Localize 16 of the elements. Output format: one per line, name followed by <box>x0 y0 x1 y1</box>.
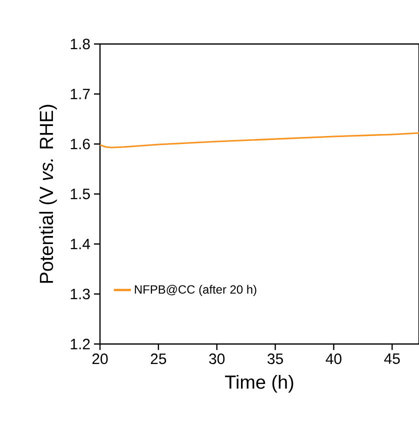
x-tick-label: 40 <box>326 354 342 364</box>
y-tick-label: 1.4 <box>70 238 90 250</box>
x-tick-label: 30 <box>209 354 225 364</box>
x-tick-label: 20 <box>92 354 108 364</box>
y-tick-label: 1.3 <box>70 288 90 300</box>
y-tick-label: 1.8 <box>70 38 90 50</box>
y-axis-title: Potential (V vs. RHE) <box>39 104 57 283</box>
x-axis-title: Time (h) <box>225 374 294 393</box>
x-tick-label: 25 <box>150 354 166 364</box>
x-tick-label: 45 <box>384 354 400 364</box>
y-tick-label: 1.7 <box>70 88 90 100</box>
legend-label: NFPB@CC (after 20 h) <box>134 284 256 296</box>
y-tick-label: 1.6 <box>70 138 90 150</box>
y-tick-label: 1.2 <box>70 338 90 350</box>
y-tick-label: 1.5 <box>70 188 90 200</box>
x-tick-label: 35 <box>268 354 283 364</box>
